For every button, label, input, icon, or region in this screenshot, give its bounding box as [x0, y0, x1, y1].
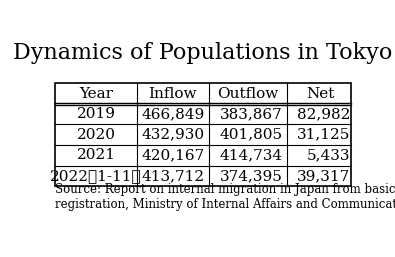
Text: Outflow: Outflow: [217, 87, 278, 100]
Text: 414,734: 414,734: [220, 148, 283, 162]
Text: 420,167: 420,167: [142, 148, 205, 162]
Text: 466,849: 466,849: [142, 107, 205, 121]
Text: 413,712: 413,712: [142, 169, 205, 183]
Text: 401,805: 401,805: [220, 128, 283, 142]
Text: Net: Net: [306, 87, 335, 100]
Text: 82,982: 82,982: [297, 107, 350, 121]
Text: 2022（1-11）: 2022（1-11）: [50, 169, 142, 183]
Text: Year: Year: [79, 87, 113, 100]
Text: 31,125: 31,125: [297, 128, 350, 142]
Text: 374,395: 374,395: [220, 169, 283, 183]
Bar: [55, 83, 351, 186]
Text: 383,867: 383,867: [220, 107, 283, 121]
Text: 2021: 2021: [77, 148, 116, 162]
Text: Inflow: Inflow: [149, 87, 197, 100]
Text: 5,433: 5,433: [307, 148, 350, 162]
Text: Dynamics of Populations in Tokyo: Dynamics of Populations in Tokyo: [13, 42, 392, 64]
Text: 2020: 2020: [77, 128, 116, 142]
Text: Source: Report on internal migration in Japan from basic resident
registration, : Source: Report on internal migration in …: [55, 183, 395, 211]
Text: 2019: 2019: [77, 107, 116, 121]
Text: 39,317: 39,317: [297, 169, 350, 183]
Text: 432,930: 432,930: [142, 128, 205, 142]
